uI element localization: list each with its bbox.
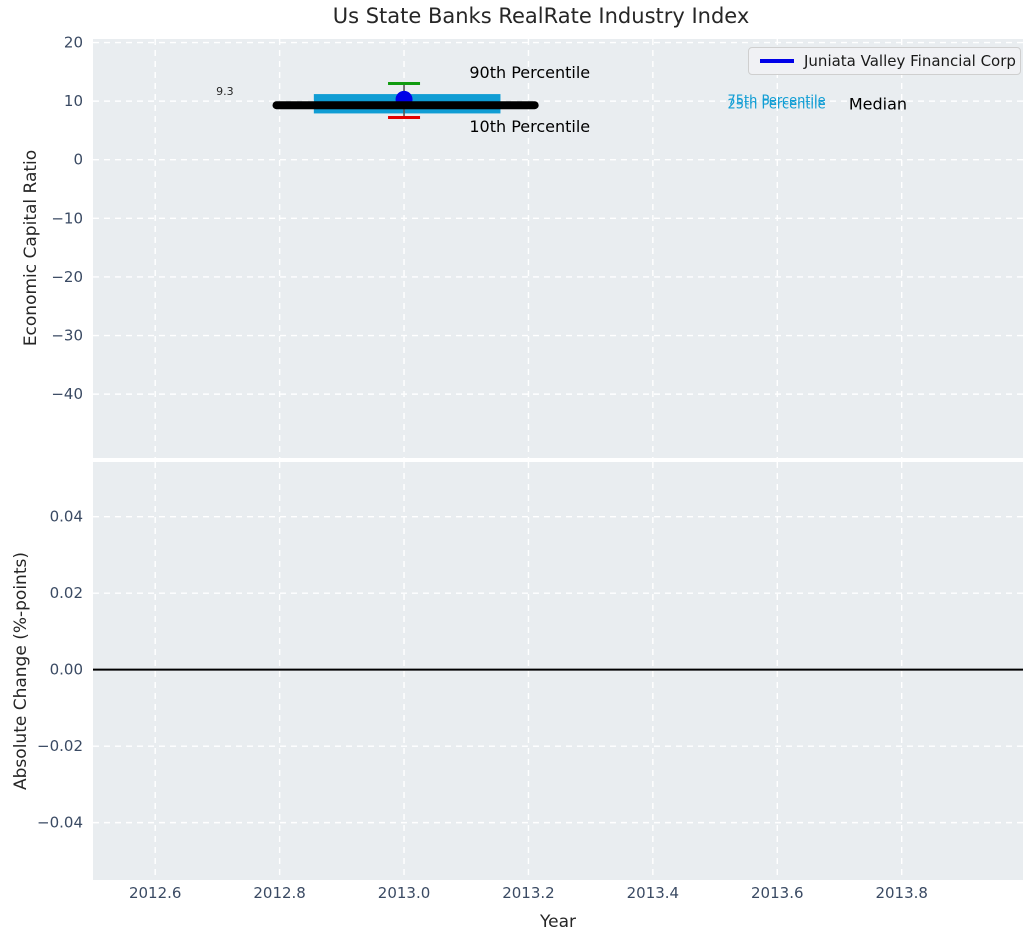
x-tick-label: 2012.8 — [253, 884, 306, 902]
y-tick-label: 0.04 — [50, 508, 83, 526]
x-tick-label: 2013.6 — [751, 884, 804, 902]
annotation-p75-label: 75th Percentile — [728, 93, 826, 108]
y-tick-label: 10 — [64, 92, 83, 110]
y-tick-label: −0.04 — [37, 814, 83, 832]
y-tick-label: −10 — [51, 209, 83, 227]
y-tick-label: 0 — [73, 151, 83, 169]
y-tick-label: −20 — [51, 268, 83, 286]
annotation-median-value: 9.3 — [216, 85, 234, 98]
y-tick-label: 0.00 — [50, 661, 83, 679]
annotation-p25-label: 25th Percentile — [728, 97, 826, 112]
legend-label: Juniata Valley Financial Corp — [804, 52, 1016, 70]
x-tick-label: 2013.8 — [875, 884, 928, 902]
y-tick-label: 20 — [64, 34, 83, 52]
x-tick-label: 2013.0 — [378, 884, 431, 902]
chart-title: Us State Banks RealRate Industry Index — [332, 4, 750, 28]
y-tick-label: 0.02 — [50, 584, 83, 602]
y-tick-label: −30 — [51, 327, 83, 345]
annotation-median-label: Median — [849, 95, 907, 114]
legend: Juniata Valley Financial Corp — [748, 47, 1021, 75]
ylabel-economic-capital-ratio: Economic Capital Ratio — [21, 149, 41, 347]
x-tick-label: 2013.2 — [502, 884, 555, 902]
y-tick-label: −40 — [51, 385, 83, 403]
xlabel-year: Year — [540, 912, 576, 932]
annotation-p90-label: 90th Percentile — [469, 63, 590, 82]
legend-line-sample — [760, 59, 794, 63]
y-tick-label: −0.02 — [37, 737, 83, 755]
ylabel-absolute-change: Absolute Change (%-points) — [11, 552, 31, 790]
x-tick-label: 2012.6 — [129, 884, 182, 902]
bottom-panel-bg — [93, 462, 1023, 880]
annotation-p10-label: 10th Percentile — [469, 117, 590, 136]
x-tick-label: 2013.4 — [627, 884, 680, 902]
top-panel-bg — [93, 39, 1023, 458]
